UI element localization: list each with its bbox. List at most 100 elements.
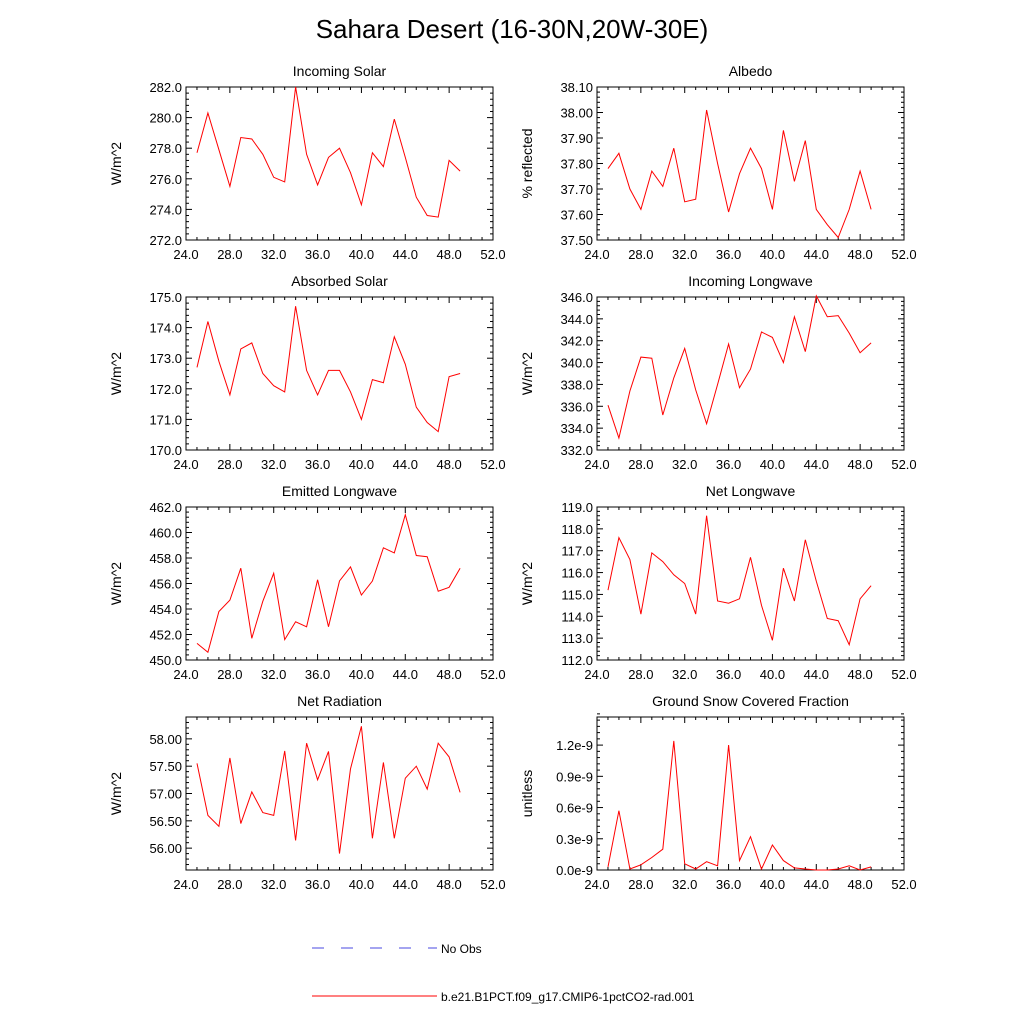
x-tick-label: 24.0 bbox=[173, 667, 198, 682]
y-tick-label: 175.0 bbox=[149, 290, 182, 305]
y-tick-label: 1.2e-9 bbox=[556, 738, 593, 753]
panel-title: Emitted Longwave bbox=[282, 483, 397, 499]
x-tick-label: 48.0 bbox=[436, 247, 461, 262]
x-tick-label: 28.0 bbox=[628, 877, 653, 892]
y-axis-label: W/m^2 bbox=[108, 772, 124, 815]
chart-panel-albedo: 24.0 28.0 32.0 36.0 40.0 44.0 48.0 52.0 37.50 37.… bbox=[519, 63, 917, 262]
y-tick-label: 117.0 bbox=[561, 544, 593, 559]
x-tick-label: 32.0 bbox=[672, 877, 697, 892]
x-tick-label: 24.0 bbox=[584, 667, 609, 682]
y-axis-label: W/m^2 bbox=[108, 562, 124, 605]
y-tick-label: 37.60 bbox=[560, 208, 593, 223]
x-tick-label: 40.0 bbox=[349, 247, 374, 262]
chart-panel-net-radiation: 24.0 28.0 32.0 36.0 40.0 44.0 48.0 52.0 56.00 56.… bbox=[108, 693, 506, 892]
y-tick-label: 38.00 bbox=[560, 106, 593, 121]
panel-title: Absorbed Solar bbox=[291, 273, 388, 289]
x-tick-label: 24.0 bbox=[584, 877, 609, 892]
series-line-net-longwave bbox=[607, 515, 872, 647]
series-line-net-radiation bbox=[196, 726, 461, 854]
x-tick-label: 40.0 bbox=[760, 457, 785, 472]
x-tick-label: 40.0 bbox=[349, 877, 374, 892]
x-tick-label: 48.0 bbox=[436, 457, 461, 472]
y-tick-label: 276.0 bbox=[149, 172, 182, 187]
legend-obs-label: No Obs bbox=[441, 942, 482, 956]
x-tick-label: 32.0 bbox=[261, 877, 286, 892]
x-tick-label: 40.0 bbox=[760, 877, 785, 892]
y-tick-label: 0.6e-9 bbox=[556, 801, 593, 816]
y-tick-label: 174.0 bbox=[149, 321, 182, 336]
y-tick-label: 336.0 bbox=[560, 399, 593, 414]
x-tick-label: 28.0 bbox=[628, 667, 653, 682]
x-tick-label: 36.0 bbox=[716, 247, 741, 262]
y-tick-label: 37.70 bbox=[560, 182, 593, 197]
x-tick-label: 52.0 bbox=[891, 877, 916, 892]
x-tick-label: 36.0 bbox=[716, 457, 741, 472]
y-tick-label: 58.00 bbox=[149, 732, 182, 747]
y-tick-label: 338.0 bbox=[560, 377, 593, 392]
y-tick-label: 458.0 bbox=[149, 551, 182, 566]
y-tick-label: 278.0 bbox=[149, 141, 182, 156]
x-tick-label: 44.0 bbox=[393, 457, 418, 472]
x-tick-label: 24.0 bbox=[173, 457, 198, 472]
y-tick-label: 274.0 bbox=[149, 202, 182, 217]
x-tick-label: 40.0 bbox=[349, 457, 374, 472]
series-line-absorbed-solar bbox=[196, 306, 461, 433]
y-tick-label: 37.80 bbox=[560, 157, 593, 172]
y-axis-label: % reflected bbox=[519, 128, 535, 198]
y-tick-label: 57.00 bbox=[149, 787, 182, 802]
x-tick-label: 32.0 bbox=[261, 667, 286, 682]
x-tick-label: 32.0 bbox=[672, 457, 697, 472]
x-tick-label: 28.0 bbox=[628, 457, 653, 472]
x-tick-label: 52.0 bbox=[891, 667, 916, 682]
panel-title: Incoming Solar bbox=[293, 63, 387, 79]
x-tick-label: 28.0 bbox=[628, 247, 653, 262]
series-line-incoming-longwave bbox=[607, 294, 872, 440]
x-tick-label: 52.0 bbox=[480, 457, 505, 472]
y-axis-label: W/m^2 bbox=[108, 142, 124, 185]
x-tick-label: 48.0 bbox=[847, 457, 872, 472]
x-tick-label: 48.0 bbox=[847, 247, 872, 262]
y-tick-label: 116.0 bbox=[561, 566, 593, 581]
y-tick-label: 0.0e-9 bbox=[556, 863, 593, 878]
y-tick-label: 332.0 bbox=[560, 443, 593, 458]
x-tick-label: 28.0 bbox=[217, 667, 242, 682]
y-tick-label: 37.50 bbox=[560, 233, 593, 248]
x-tick-label: 32.0 bbox=[672, 667, 697, 682]
y-tick-label: 112.0 bbox=[561, 653, 593, 668]
y-tick-label: 56.50 bbox=[149, 814, 182, 829]
x-tick-label: 40.0 bbox=[760, 667, 785, 682]
y-tick-label: 0.3e-9 bbox=[556, 832, 593, 847]
x-tick-label: 52.0 bbox=[480, 667, 505, 682]
y-tick-label: 119.0 bbox=[561, 500, 593, 515]
x-tick-label: 48.0 bbox=[436, 877, 461, 892]
x-tick-label: 44.0 bbox=[804, 877, 829, 892]
chart-panel-net-longwave: 24.0 28.0 32.0 36.0 40.0 44.0 48.0 52.0 112.0 113… bbox=[519, 483, 917, 682]
y-tick-label: 113.0 bbox=[561, 631, 593, 646]
x-tick-label: 36.0 bbox=[305, 457, 330, 472]
y-tick-label: 460.0 bbox=[149, 526, 182, 541]
series-line-albedo bbox=[607, 109, 872, 239]
x-tick-label: 28.0 bbox=[217, 457, 242, 472]
chart-panel-emitted-longwave: 24.0 28.0 32.0 36.0 40.0 44.0 48.0 52.0 450.0 452… bbox=[108, 483, 506, 682]
x-tick-label: 48.0 bbox=[847, 877, 872, 892]
chart-panel-absorbed-solar: 24.0 28.0 32.0 36.0 40.0 44.0 48.0 52.0 170.0 171… bbox=[108, 273, 506, 472]
x-tick-label: 52.0 bbox=[891, 457, 916, 472]
x-tick-label: 48.0 bbox=[847, 667, 872, 682]
x-tick-label: 44.0 bbox=[804, 457, 829, 472]
x-tick-label: 40.0 bbox=[349, 667, 374, 682]
y-tick-label: 172.0 bbox=[149, 382, 182, 397]
x-tick-label: 52.0 bbox=[891, 247, 916, 262]
panel-title: Albedo bbox=[729, 63, 773, 79]
x-tick-label: 44.0 bbox=[804, 667, 829, 682]
x-tick-label: 48.0 bbox=[436, 667, 461, 682]
y-tick-label: 346.0 bbox=[560, 290, 593, 305]
y-tick-label: 282.0 bbox=[149, 80, 182, 95]
x-tick-label: 36.0 bbox=[716, 667, 741, 682]
y-tick-label: 334.0 bbox=[560, 421, 593, 436]
x-tick-label: 44.0 bbox=[804, 247, 829, 262]
y-tick-label: 450.0 bbox=[149, 653, 182, 668]
y-tick-label: 118.0 bbox=[561, 522, 593, 537]
y-tick-label: 462.0 bbox=[149, 500, 182, 515]
series-line-emitted-longwave bbox=[196, 512, 461, 654]
x-tick-label: 44.0 bbox=[393, 247, 418, 262]
